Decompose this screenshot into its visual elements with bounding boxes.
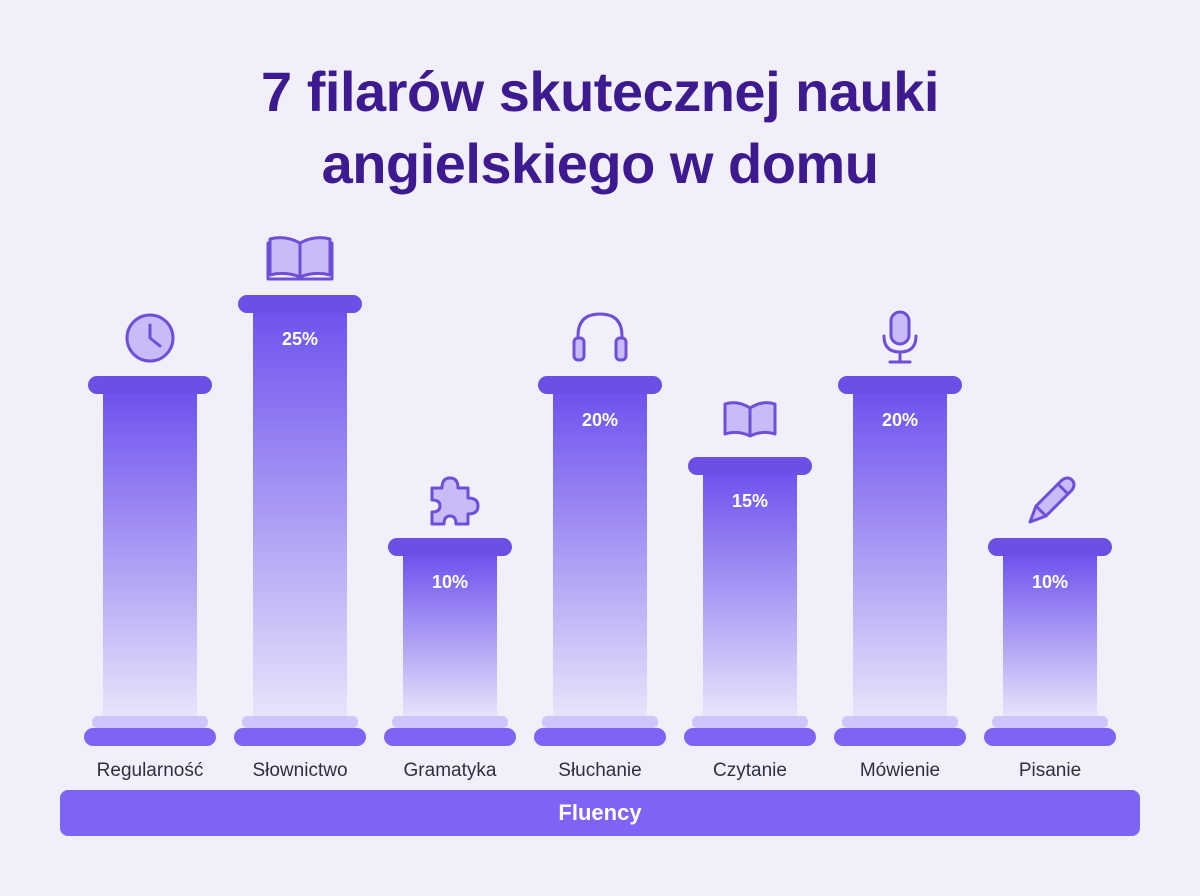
puzzle-piece <box>430 476 480 526</box>
pillar-capital <box>988 538 1112 556</box>
pillar-shaft <box>103 394 197 718</box>
pillar-base-upper <box>242 716 358 728</box>
pillar-shaft <box>403 556 497 718</box>
pencil-body <box>1028 476 1076 524</box>
chart-title: 7 filarów skutecznej nauki angielskiego … <box>0 56 1200 200</box>
pillar-base-upper <box>692 716 808 728</box>
category-label: Słuchanie <box>558 760 641 781</box>
ear-cup-right <box>614 336 628 362</box>
value-label: 20% <box>582 410 618 430</box>
pillar-6: 20% Mówienie <box>834 310 966 781</box>
open-book-icon <box>266 236 334 281</box>
pillar-4: 20% Słuchanie <box>534 312 666 781</box>
pillar-2: 25% Słownictwo <box>234 236 366 781</box>
category-label: Słownictwo <box>252 760 347 781</box>
pillar-shaft <box>553 394 647 718</box>
pillar-shaft <box>703 475 797 718</box>
value-label: 10% <box>1032 572 1068 592</box>
value-label: 25% <box>282 329 318 349</box>
category-label: Pisanie <box>1019 760 1081 781</box>
book-cover <box>266 241 334 281</box>
category-label: Mówienie <box>860 760 940 781</box>
book-left-page <box>723 401 752 438</box>
pillar-capital <box>388 538 512 556</box>
pencil-icon <box>1028 476 1076 524</box>
value-label: 10% <box>432 572 468 592</box>
pillar-base-upper <box>992 716 1108 728</box>
fluency-base: Fluency <box>60 790 1140 836</box>
pillar-base-lower <box>684 728 816 746</box>
pillar-7: 10% Pisanie <box>984 476 1116 781</box>
pillar-base-lower <box>234 728 366 746</box>
pillar-base-upper <box>392 716 508 728</box>
clock-icon <box>125 313 175 363</box>
pillar-base-upper <box>842 716 958 728</box>
pillar-shaft <box>853 394 947 718</box>
clock-hands <box>148 323 162 348</box>
book-right-page <box>298 236 332 279</box>
pillar-base-lower <box>534 728 666 746</box>
title-line-2: angielskiego w domu <box>321 132 879 195</box>
pillar-3: 10% Gramatyka <box>384 476 516 781</box>
value-label: 15% <box>732 491 768 511</box>
book-right-page <box>748 401 777 438</box>
pillar-capital <box>538 376 662 394</box>
pillar-base-upper <box>92 716 208 728</box>
pillar-capital <box>688 457 812 475</box>
pillar-1: Regularność <box>84 313 216 781</box>
puzzle-icon <box>430 476 480 526</box>
mic-stand <box>888 350 912 364</box>
pillar-shaft <box>253 313 347 718</box>
book-icon <box>723 401 777 438</box>
fluency-label: Fluency <box>558 800 642 825</box>
microphone-icon <box>882 310 918 364</box>
category-label: Regularność <box>97 760 204 781</box>
mic-head <box>889 310 911 346</box>
category-label: Gramatyka <box>404 760 497 781</box>
headband <box>576 312 624 346</box>
pillar-base-lower <box>834 728 966 746</box>
book-left-page <box>268 236 302 279</box>
pillar-base-lower <box>984 728 1116 746</box>
pillar-base-lower <box>384 728 516 746</box>
title-line-1: 7 filarów skutecznej nauki <box>261 60 939 123</box>
pillar-capital <box>238 295 362 313</box>
category-label: Czytanie <box>713 760 787 781</box>
pillar-capital <box>838 376 962 394</box>
headphones-icon <box>572 312 628 362</box>
pillar-base-upper <box>542 716 658 728</box>
ear-cup-left <box>572 336 586 362</box>
pillar-shaft <box>1003 556 1097 718</box>
value-label: 20% <box>882 410 918 430</box>
pencil-lines <box>1034 482 1070 518</box>
pillar-5: 15% Czytanie <box>684 401 816 781</box>
pillar-capital <box>88 376 212 394</box>
pillar-base-lower <box>84 728 216 746</box>
